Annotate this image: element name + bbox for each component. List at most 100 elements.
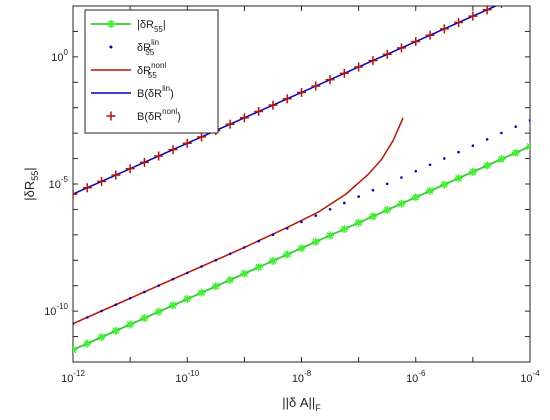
series-abs-marker <box>483 161 492 170</box>
legend-item-nonl: δRnonl 55 <box>91 61 166 80</box>
series-abs-marker <box>454 174 463 183</box>
series-B-nonl-marker <box>482 6 492 15</box>
x-tick-label-exp: -6 <box>418 369 426 378</box>
series-B-nonl-marker <box>382 49 392 59</box>
series-abs-marker <box>240 269 249 278</box>
legend-label-sup: nonl <box>151 61 166 70</box>
series-abs-marker <box>354 218 363 227</box>
series-lin-dot <box>228 252 232 256</box>
legend-label-pre: δR <box>137 42 151 54</box>
series-B-nonl-marker <box>139 157 149 167</box>
series-abs-dR55 <box>73 142 530 354</box>
series-lin-dot <box>271 233 275 237</box>
series-B-nonl-marker <box>82 183 92 193</box>
series-lin-dot <box>185 271 189 275</box>
x-axis-label: ||δ A||F <box>282 395 321 413</box>
series-B-nonl-marker <box>125 164 135 174</box>
series-lin-dot <box>514 125 518 128</box>
series-abs-marker <box>326 231 335 240</box>
series-B-nonl-marker <box>439 24 449 34</box>
series-abs-marker <box>73 345 77 354</box>
series-B-nonl-marker <box>73 189 78 199</box>
series-lin-dot <box>400 176 403 179</box>
x-tick-label: 10-8 <box>292 369 312 385</box>
x-tick-label-base: 10 <box>406 373 418 385</box>
series-abs-marker <box>168 301 177 310</box>
series-abs-marker <box>97 333 106 342</box>
legend-label-sub: 55 <box>154 25 163 34</box>
series-B-nonl-marker <box>468 11 478 21</box>
series-B-nonl-marker <box>254 106 264 116</box>
series-B-nonl-marker <box>111 170 121 180</box>
x-tick-labels: 10-12 10-10 10-8 10-6 10-4 <box>61 369 540 385</box>
series-lin-dot <box>143 290 146 294</box>
y-tick-label: 10-10 <box>44 302 68 318</box>
series-abs-marker <box>511 148 520 157</box>
series-B-nonl-marker <box>425 30 435 40</box>
series-lin-dot <box>385 182 389 186</box>
x-tick-label-exp: -12 <box>73 369 85 378</box>
series-lin-dot <box>528 118 530 122</box>
series-lin-dot <box>100 309 103 313</box>
series-B-nonl-marker <box>368 56 378 66</box>
legend-label-sub: 55 <box>148 71 157 80</box>
series-lin-dot <box>471 144 475 148</box>
series-B-nonl-marker <box>396 43 406 53</box>
series-lin-dot <box>314 214 318 217</box>
x-axis-label-main: ||δ A|| <box>282 395 315 410</box>
series-lin-dot <box>357 195 360 198</box>
series-B-nonl-marker <box>197 132 207 142</box>
series-B-nonl-marker <box>225 119 235 129</box>
series-B-nonl-marker <box>297 87 306 97</box>
x-tick-label-base: 10 <box>520 373 532 385</box>
series-abs-marker <box>83 339 92 348</box>
legend-label-post: ) <box>170 88 174 100</box>
series-lin-dot <box>171 277 175 281</box>
y-tick-label-base: 10 <box>44 306 56 318</box>
series-B-nonl-marker <box>239 113 249 123</box>
series-abs-marker <box>468 167 477 176</box>
series-lin-dot <box>200 265 203 268</box>
series-abs-marker <box>497 155 506 164</box>
series-abs-marker <box>226 275 235 284</box>
series-B-nonl-marker <box>282 94 292 104</box>
series-abs-marker <box>383 206 392 215</box>
legend-item-blin: B(δRlin) <box>91 84 174 100</box>
series-lin-dot <box>128 296 132 300</box>
series-abs-marker <box>111 326 120 335</box>
series-B-nonl-marker <box>500 6 503 8</box>
x-tick-label-base: 10 <box>175 373 187 385</box>
series-B-nonl-marker <box>311 81 321 91</box>
legend-label-pre: δR <box>137 65 151 77</box>
series-B-nonl-marker <box>168 145 178 155</box>
legend-item-lin: δRlin 55 <box>109 38 159 57</box>
y-axis-label-sub: 55 <box>30 171 40 181</box>
series-dR55-lin <box>73 118 530 326</box>
series-B-nonl-marker <box>354 62 364 72</box>
legend-marker-lin <box>109 45 113 49</box>
series-abs-marker <box>340 225 349 234</box>
legend-marker-bnonl <box>106 111 116 121</box>
series-B-nonl-marker <box>325 75 335 85</box>
series-lin-dot <box>500 131 503 135</box>
series-abs-marker <box>126 320 135 329</box>
series-B-nonl-marker <box>454 17 464 27</box>
x-axis-label-sub: F <box>315 403 321 413</box>
legend-label-nonl: δRnonl 55 <box>137 61 166 80</box>
y-tick-label: 100 <box>51 48 68 64</box>
x-tick-label-exp: -8 <box>304 369 312 378</box>
series-abs-marker <box>183 295 192 304</box>
series-layer <box>73 6 530 354</box>
legend-label-post: ) <box>177 111 181 123</box>
legend-label-pre: |δR <box>137 19 154 31</box>
series-B-nonl-marker <box>268 100 278 110</box>
legend-label-bnonl: B(δRnonl) <box>137 107 181 123</box>
series-B-nonl-marker <box>182 138 192 148</box>
legend-label-pre: B(δR <box>137 88 162 100</box>
y-tick-label-exp: -5 <box>61 175 69 184</box>
series-lin-dot <box>485 138 489 141</box>
